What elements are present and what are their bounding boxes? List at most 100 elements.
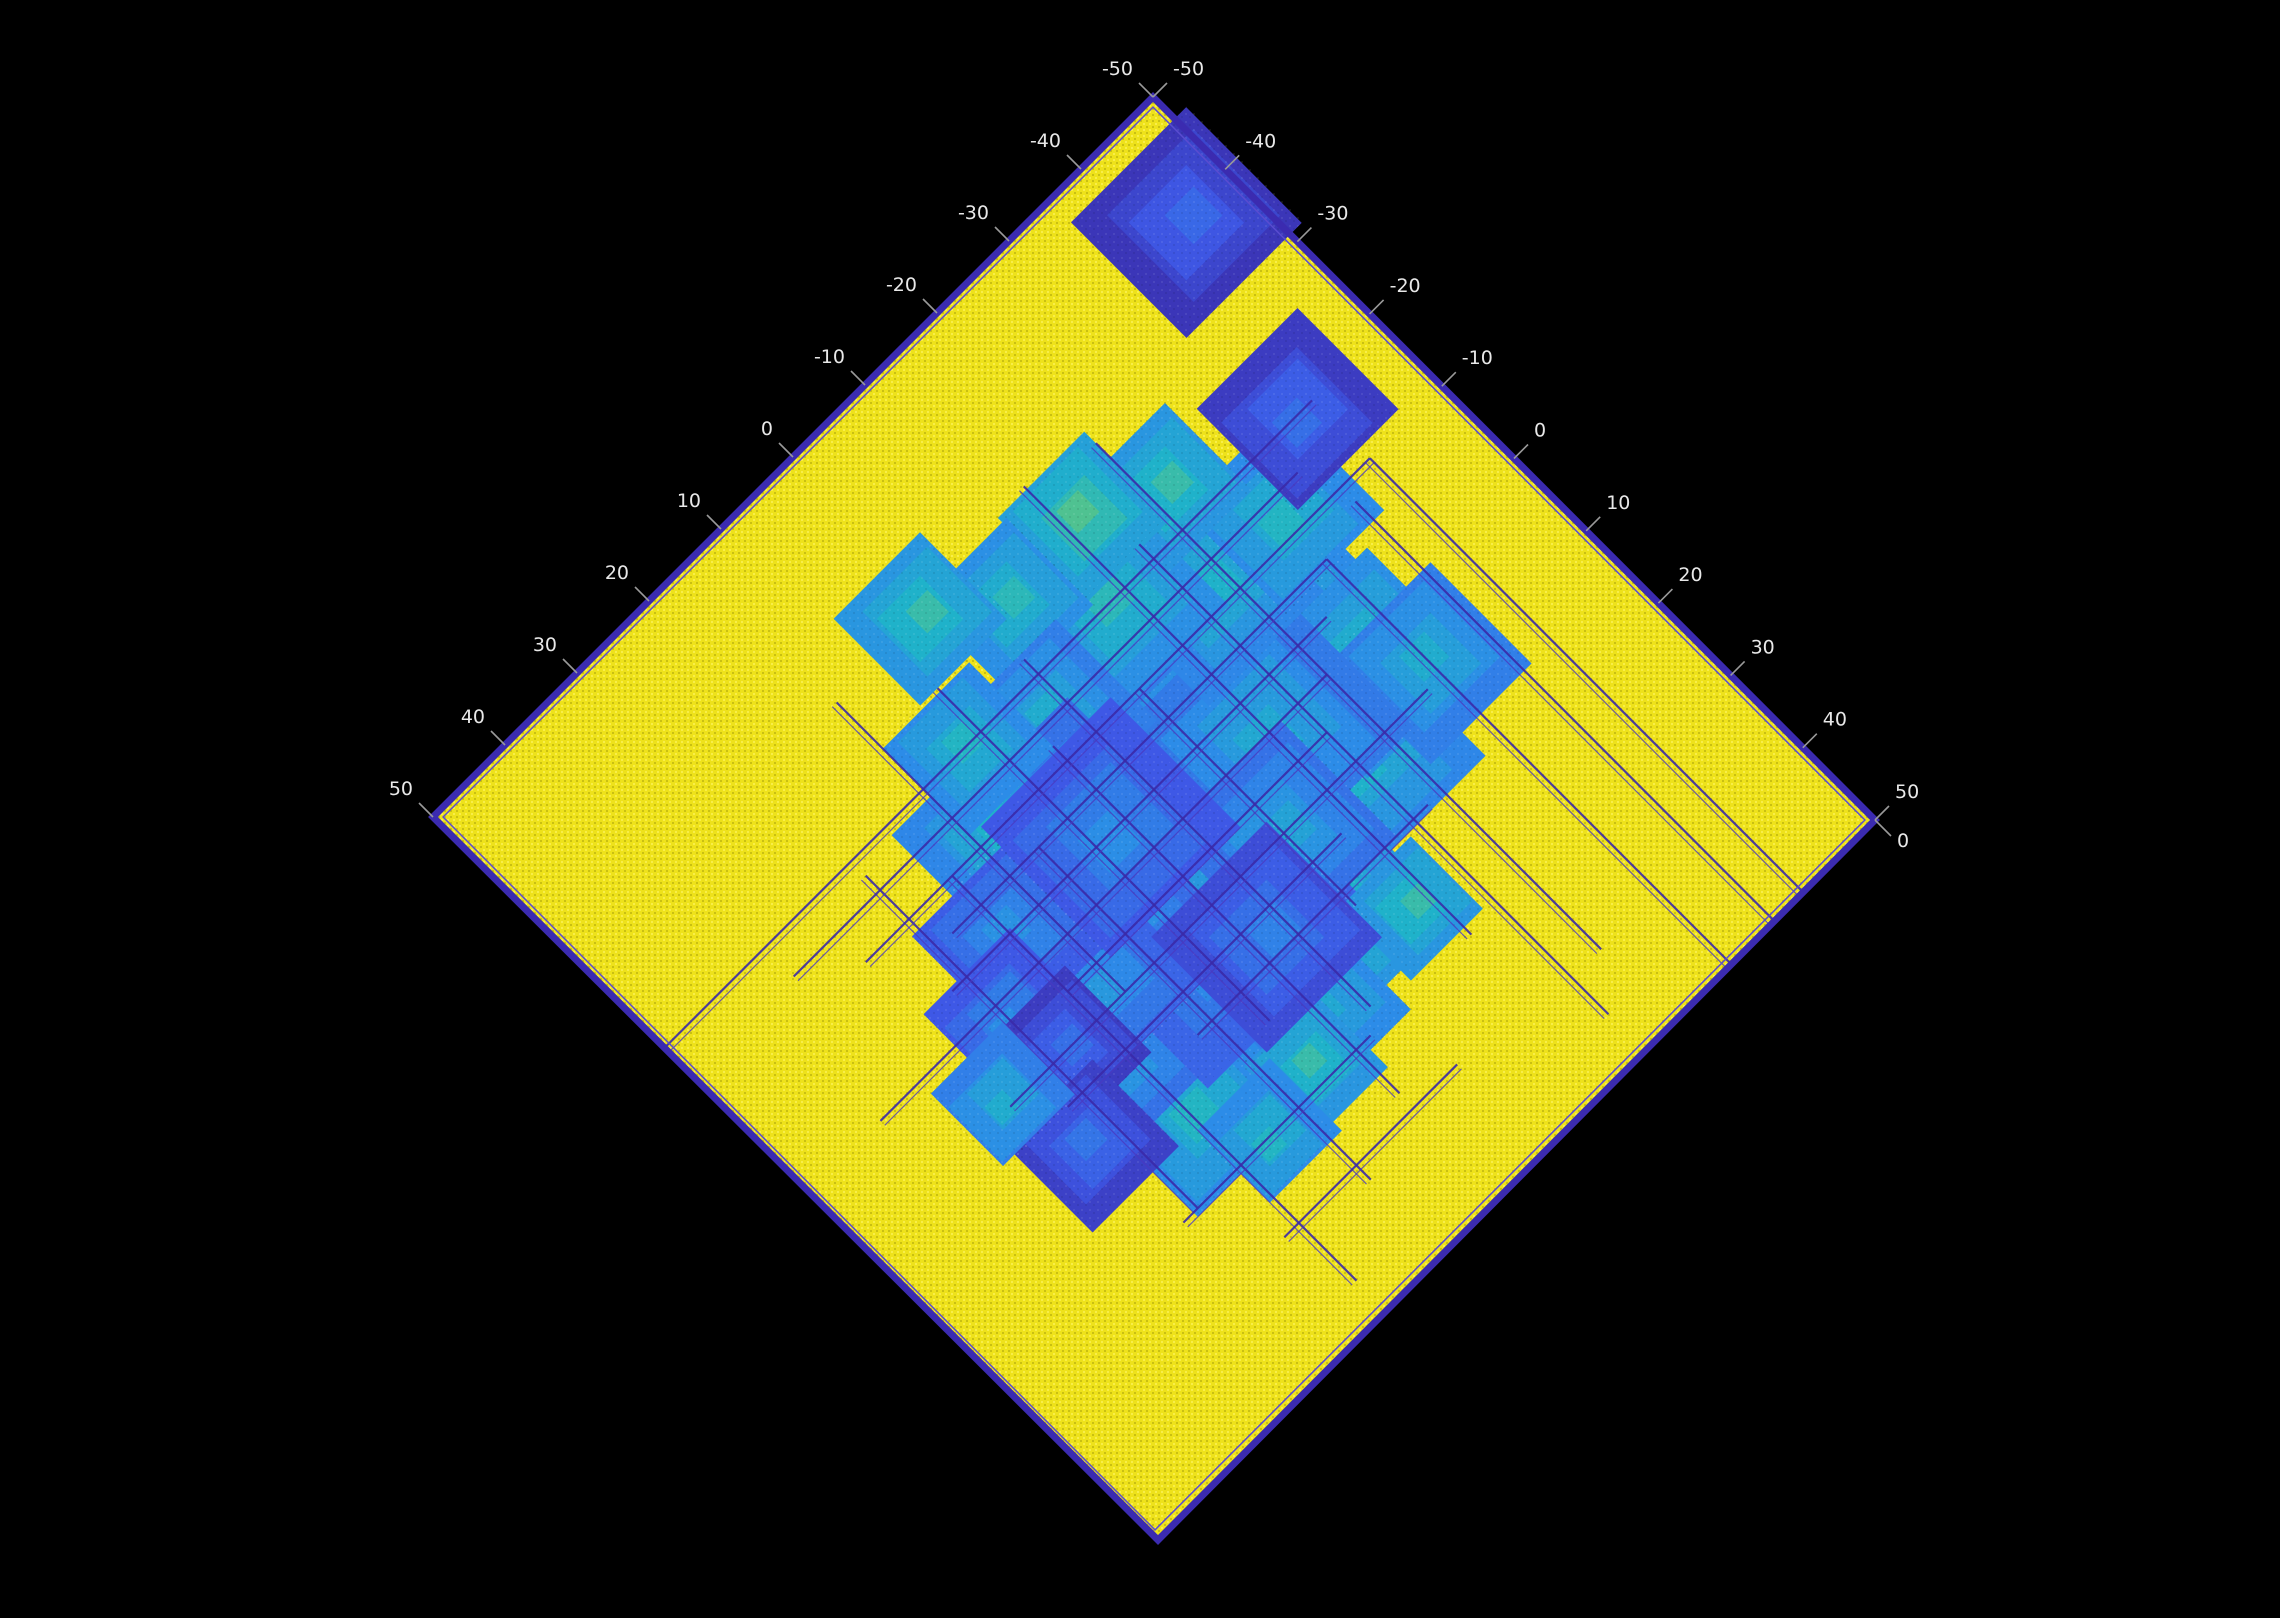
- partition-line: [1134, 692, 1353, 911]
- heatmap-cell-cluster: [994, 428, 1171, 605]
- right-axis-tick: [1513, 443, 1529, 460]
- partition-line: [1283, 1063, 1458, 1239]
- right-axis-tick: [1802, 733, 1818, 749]
- partition-line: [1288, 1068, 1462, 1243]
- partition-line: [1066, 731, 1328, 993]
- partition-line: [951, 875, 1358, 1282]
- right-axis-tick: [1874, 805, 1890, 821]
- partition-line: [1091, 447, 1598, 955]
- left-axis-tick-label: -50: [1102, 58, 1133, 80]
- left-axis-tick-label: 10: [677, 490, 701, 512]
- partition-line: [936, 687, 1271, 1022]
- partition-line: [792, 471, 1299, 978]
- right-axis-tick: [1730, 660, 1746, 676]
- partition-line: [1196, 803, 1429, 1036]
- right-axis-tick-label: -10: [1462, 347, 1493, 369]
- partition-line: [864, 874, 1199, 1209]
- left-axis-tick: [1066, 154, 1082, 170]
- partition-line: [1350, 505, 1771, 926]
- partition-line: [956, 563, 1332, 939]
- partition-line: [879, 673, 1328, 1122]
- heatmap-cell-cluster: [930, 1021, 1076, 1172]
- partition-line: [1095, 442, 1602, 951]
- partition-line: [1067, 832, 1343, 1108]
- right-axis-tick-label: 30: [1751, 636, 1775, 658]
- partition-line: [1019, 490, 1468, 940]
- partition-line: [1033, 851, 1367, 1185]
- heatmap-texture: [1154, 818, 1385, 1050]
- left-axis-tick-label: 50: [389, 778, 413, 800]
- right-axis-tick: [1585, 516, 1601, 532]
- partition-line: [884, 678, 1332, 1126]
- partition-line: [1134, 548, 1605, 1019]
- plot-frame-inner: [442, 106, 1866, 1531]
- left-axis-tick-label: 40: [461, 706, 485, 728]
- left-axis-tick-label: -20: [886, 274, 917, 296]
- right-axis-tick-label: -20: [1390, 275, 1421, 297]
- heatmap-texture: [1073, 104, 1305, 336]
- partition-line: [1037, 846, 1372, 1181]
- left-axis-tick: [1138, 82, 1154, 98]
- heatmap-texture: [1341, 833, 1486, 978]
- partition-line: [667, 404, 1317, 1054]
- partition-line: [1023, 658, 1372, 1008]
- partition-line: [1052, 745, 1401, 1094]
- partition-line: [860, 879, 1194, 1213]
- partition-line: [1365, 462, 1800, 897]
- partition-line: [1019, 663, 1367, 1012]
- left-axis-tick: [418, 802, 434, 818]
- partition-line: [797, 476, 1303, 982]
- heatmap-texture: [994, 428, 1168, 602]
- right-axis-tick: [1369, 299, 1385, 315]
- heatmap-cell-cluster: [833, 529, 1010, 706]
- partition-line: [1369, 457, 1804, 893]
- right-axis-tick: [1152, 82, 1168, 98]
- partition-line: [1138, 543, 1610, 1016]
- partition-line: [947, 879, 1353, 1286]
- partition-line: [1009, 688, 1429, 1108]
- partition-line: [865, 457, 1371, 963]
- partition-line: [1138, 687, 1357, 907]
- partition-line: [1325, 558, 1732, 965]
- left-axis-tick-label: -10: [814, 346, 845, 368]
- left-axis-tick-label: 30: [533, 634, 557, 656]
- left-axis-tick-label: 20: [605, 562, 629, 584]
- partition-line: [1014, 693, 1433, 1112]
- left-axis-tick: [994, 226, 1010, 242]
- left-axis-tick: [706, 514, 722, 530]
- partition-line: [951, 616, 1328, 993]
- partition-line: [869, 462, 1375, 967]
- right-axis-tick-label: 20: [1678, 564, 1702, 586]
- partition-line: [1354, 500, 1775, 922]
- heatmap-plot-area: [433, 97, 1875, 1540]
- partition-line: [932, 692, 1266, 1026]
- partition-line: [1022, 485, 1473, 936]
- left-axis-tick: [778, 442, 794, 458]
- right-axis-tick-label: -30: [1317, 203, 1348, 225]
- right-axis-tick: [1224, 154, 1240, 170]
- left-axis-tick: [562, 658, 578, 674]
- left-axis-tick: [922, 298, 938, 314]
- right-axis-tick: [1441, 371, 1457, 387]
- right-axis-tick-label: -50: [1173, 58, 1204, 80]
- corner-tick: [1874, 819, 1892, 837]
- axes-layer: -50 -40 -30 -20 -10 0 10 20 30 40 50 -50 -40 -30 -20 -1…: [389, 58, 1919, 1545]
- heatmap-texture: [1081, 400, 1255, 574]
- partition-line: [1201, 808, 1433, 1040]
- partition-line: [1187, 1039, 1376, 1228]
- partition-line: [951, 558, 1328, 935]
- partition-line: [1182, 1034, 1372, 1224]
- heatmap-texture: [836, 529, 1010, 703]
- right-axis-tick-label: 50: [1895, 781, 1919, 803]
- right-axis-tick-label: 0: [1534, 420, 1546, 442]
- partition-line: [956, 620, 1332, 997]
- partition-line: [663, 399, 1313, 1050]
- heatmap-texture: [930, 1027, 1076, 1172]
- right-axis-tick-label: 10: [1606, 492, 1630, 514]
- left-axis-tick-label: -30: [958, 202, 989, 224]
- partition-line: [1321, 563, 1728, 969]
- heatmap-cell-cluster: [1078, 400, 1255, 577]
- right-axis-tick-label: -40: [1245, 130, 1276, 152]
- left-axis-tick: [490, 730, 506, 746]
- heatmap-cell-cluster: [1338, 833, 1486, 981]
